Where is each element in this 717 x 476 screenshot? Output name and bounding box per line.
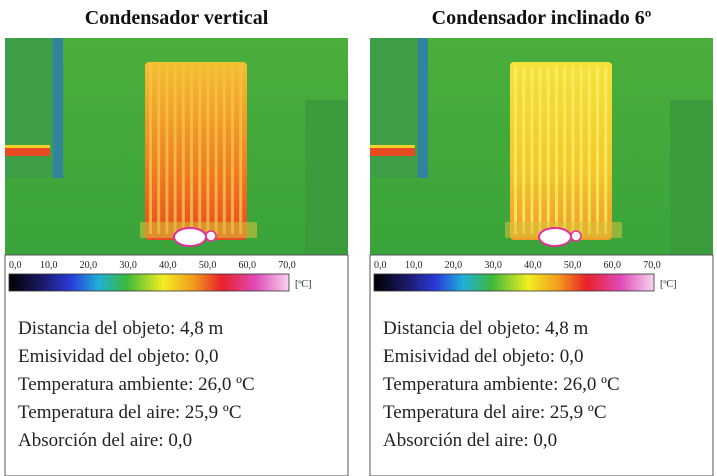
color-scale: [8, 273, 290, 292]
door: [305, 100, 348, 255]
compressor: [538, 227, 572, 247]
condenser-tube: [571, 66, 575, 234]
condenser: [510, 62, 612, 240]
scale-tick-label: 30,0: [484, 260, 502, 271]
condenser-tube: [206, 66, 210, 234]
scale-tick-label: 60,0: [239, 260, 257, 271]
scale-frame: [369, 254, 714, 476]
info-line: Temperatura ambiente: 26,0 ºC: [18, 374, 255, 395]
scale-tick-label: 50,0: [564, 260, 582, 271]
scale-tick-label: 50,0: [199, 260, 217, 271]
window-sill: [370, 148, 415, 156]
scale-tick-label: 0,0: [374, 260, 387, 271]
scale-tick-label: 20,0: [445, 260, 463, 271]
condenser-tube: [165, 66, 169, 234]
window-edge: [53, 38, 63, 178]
scale-unit: [ºC]: [295, 279, 311, 290]
condenser-tube: [231, 66, 234, 234]
condenser-tube: [546, 66, 550, 234]
panel-title: Condensador inclinado 6º: [432, 7, 652, 29]
condenser-tube: [563, 66, 567, 234]
scale-tick-label: 10,0: [405, 260, 423, 271]
condenser-tube: [198, 66, 202, 234]
scale-frame: [4, 254, 349, 476]
info-line: Temperatura ambiente: 26,0 ºC: [383, 374, 620, 395]
info-line: Emisividad del objeto: 0,0: [18, 346, 219, 367]
window-sill: [5, 148, 50, 156]
panel: Condensador inclinado 6º 0,0 10,0 20,0 30,0 4…: [369, 7, 714, 476]
scale-tick-label: 40,0: [159, 260, 177, 271]
window-edge: [418, 38, 428, 178]
condenser-tube: [604, 66, 608, 234]
condenser-tube: [579, 66, 583, 234]
info-line: Temperatura del aire: 25,9 ºC: [383, 402, 607, 423]
condenser-tube: [530, 66, 534, 234]
condenser-tube: [157, 66, 161, 234]
color-scale: [373, 273, 655, 292]
condenser-tube: [173, 66, 177, 234]
condenser-tube: [222, 66, 226, 234]
condenser-tube: [522, 66, 526, 234]
window-sill-glow: [5, 145, 50, 148]
info-line: Distancia del objeto: 4,8 m: [383, 318, 588, 339]
scale-tick-label: 70,0: [643, 260, 661, 271]
thermal-image: [370, 38, 713, 255]
condenser-tube: [190, 66, 193, 234]
compressor: [173, 227, 207, 247]
scale-unit: [ºC]: [660, 279, 676, 290]
window-sill-glow: [370, 145, 415, 148]
condenser-tube: [214, 66, 218, 234]
info-line: Distancia del objeto: 4,8 m: [18, 318, 223, 339]
info-line: Emisividad del objeto: 0,0: [383, 346, 584, 367]
scale-tick-label: 30,0: [119, 260, 137, 271]
condenser-tube: [239, 66, 243, 234]
scale-tick-label: 70,0: [278, 260, 296, 271]
info-line: Absorción del aire: 0,0: [18, 430, 192, 451]
condenser: [145, 62, 247, 240]
panel: Condensador vertical 0,0 10,0 20,0 30,0 40,0 5…: [4, 7, 349, 476]
scale-tick-label: 60,0: [604, 260, 622, 271]
scale-tick-label: 10,0: [40, 260, 58, 271]
condenser-tube: [514, 66, 517, 234]
scale-tick-label: 0,0: [9, 260, 22, 271]
condenser-tube: [181, 66, 185, 234]
panel-title: Condensador vertical: [85, 7, 269, 29]
condenser-tube: [587, 66, 591, 234]
thermal-image: [5, 38, 348, 255]
door: [670, 100, 713, 255]
compressor-part: [205, 230, 217, 242]
condenser-tube: [149, 66, 152, 234]
condenser-tube: [538, 66, 542, 234]
info-line: Absorción del aire: 0,0: [383, 430, 557, 451]
condenser-tube: [596, 66, 599, 234]
scale-tick-label: 40,0: [524, 260, 542, 271]
scale-tick-label: 20,0: [80, 260, 98, 271]
condenser-tube: [555, 66, 558, 234]
info-line: Temperatura del aire: 25,9 ºC: [18, 402, 242, 423]
compressor-part: [570, 230, 582, 242]
